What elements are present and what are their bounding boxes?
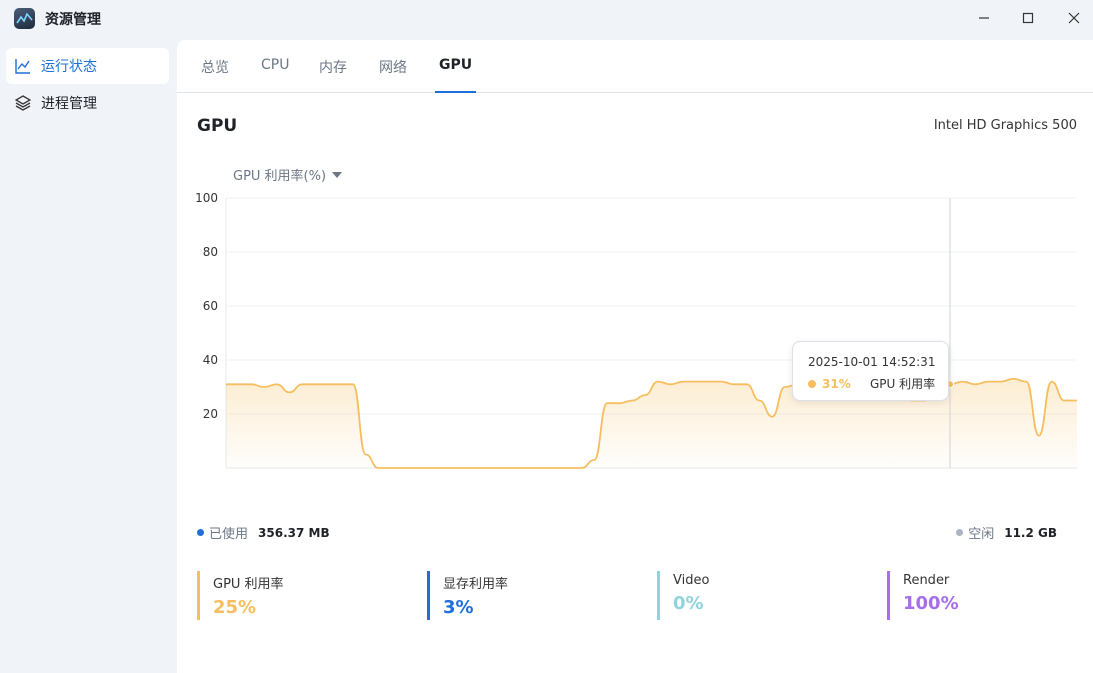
- memory-free-value: 11.2 GB: [1004, 525, 1057, 540]
- monitor-icon: [14, 8, 35, 29]
- maximize-button[interactable]: [1010, 4, 1046, 32]
- tooltip-dot: [808, 379, 816, 388]
- gpu-usage-chart[interactable]: 20 40 60 80 100: [177, 180, 1093, 480]
- device-name: Intel HD Graphics 500: [933, 118, 1077, 133]
- tab-overview[interactable]: 总览: [201, 60, 229, 76]
- y-tick-label: 100: [195, 191, 218, 205]
- stat-value: 3%: [443, 597, 474, 618]
- sidebar-item-processes[interactable]: 进程管理: [6, 85, 169, 121]
- y-tick-label: 20: [203, 407, 218, 421]
- tab-gpu[interactable]: GPU: [434, 57, 477, 93]
- series-area: [226, 378, 1077, 468]
- app-title: 资源管理: [45, 12, 101, 28]
- used-dot: [197, 529, 204, 536]
- stat-value: 100%: [903, 593, 959, 614]
- chart-tooltip: 2025-10-01 14:52:31 31% GPU 利用率: [792, 341, 949, 401]
- y-tick-label: 60: [203, 299, 218, 313]
- tab-network[interactable]: 网络: [379, 60, 407, 76]
- maximize-icon: [1022, 12, 1034, 24]
- close-button[interactable]: [1056, 4, 1092, 32]
- stat-video: Video 0%: [657, 571, 709, 620]
- metric-dropdown-label: GPU 利用率(%): [233, 169, 327, 184]
- stat-vram-usage: 显存利用率 3%: [427, 571, 508, 620]
- tab-bar: 总览 CPU 内存 网络 GPU: [177, 40, 1093, 93]
- close-icon: [1068, 12, 1080, 24]
- sidebar-item-label: 进程管理: [41, 96, 97, 112]
- title-bar: 资源管理: [0, 0, 1093, 38]
- y-tick-label: 40: [203, 353, 218, 367]
- memory-used-value: 356.37 MB: [258, 525, 330, 540]
- stat-label: Render: [903, 573, 950, 588]
- tooltip-time: 2025-10-01 14:52:31: [808, 355, 936, 369]
- tooltip-value: 31%: [822, 376, 851, 391]
- minimize-icon: [979, 17, 989, 19]
- tab-memory[interactable]: 内存: [319, 60, 347, 76]
- stat-label: Video: [673, 573, 710, 588]
- sidebar-item-status[interactable]: 运行状态: [6, 48, 169, 84]
- memory-free-label: 空闲: [968, 527, 995, 542]
- sidebar-item-label: 运行状态: [41, 59, 97, 75]
- sidebar: 运行状态 进程管理: [0, 40, 177, 673]
- memory-used: 已使用 356.37 MB: [197, 523, 330, 542]
- minimize-button[interactable]: [966, 4, 1002, 32]
- stat-value: 0%: [673, 593, 704, 614]
- main-panel: 总览 CPU 内存 网络 GPU GPU Intel HD Graphics 5…: [177, 40, 1093, 673]
- tooltip-series: GPU 利用率: [870, 377, 936, 391]
- stat-gpu-usage: GPU 利用率 25%: [197, 571, 284, 620]
- stat-label: GPU 利用率: [213, 577, 284, 592]
- tab-cpu[interactable]: CPU: [261, 57, 290, 73]
- line-chart-icon: [14, 57, 32, 75]
- y-tick-label: 80: [203, 245, 218, 259]
- metric-dropdown[interactable]: GPU 利用率(%): [233, 165, 343, 184]
- free-dot: [956, 529, 964, 536]
- caret-down-icon: [332, 171, 343, 178]
- layers-icon: [14, 94, 32, 112]
- stat-value: 25%: [213, 597, 257, 618]
- memory-used-label: 已使用: [209, 527, 249, 542]
- stat-render: Render 100%: [887, 571, 959, 620]
- memory-free: 空闲 11.2 GB: [956, 523, 1057, 542]
- stat-label: 显存利用率: [443, 577, 509, 592]
- section-title: GPU: [197, 116, 238, 136]
